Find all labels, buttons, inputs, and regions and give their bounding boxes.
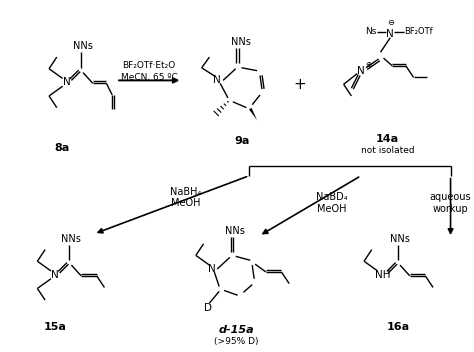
Text: NNs: NNs [390, 234, 410, 244]
Text: N: N [63, 77, 71, 87]
Text: NNs: NNs [62, 234, 82, 244]
Text: MeOH: MeOH [172, 198, 201, 208]
Text: (>95% D): (>95% D) [214, 338, 259, 346]
Text: NNs: NNs [73, 42, 93, 51]
Text: N: N [51, 270, 59, 280]
Text: NaBH₄: NaBH₄ [171, 187, 202, 197]
Text: MeCN, 65 ºC: MeCN, 65 ºC [121, 73, 178, 82]
Text: 16a: 16a [386, 322, 410, 332]
Text: 9a: 9a [235, 136, 250, 146]
Text: NaBD₄: NaBD₄ [316, 192, 348, 202]
Text: N: N [357, 66, 365, 76]
Text: d-15a: d-15a [219, 325, 255, 335]
Text: NH: NH [375, 270, 390, 280]
Text: ⊖: ⊖ [387, 18, 394, 26]
Text: workup: workup [433, 204, 468, 214]
Text: NNs: NNs [231, 37, 250, 48]
Text: MeOH: MeOH [317, 204, 346, 214]
Text: Ns: Ns [365, 27, 377, 36]
Text: N: N [208, 264, 215, 274]
Text: N: N [213, 75, 221, 86]
Text: 8a: 8a [54, 144, 69, 153]
Text: 15a: 15a [44, 322, 66, 332]
Text: +: + [293, 77, 306, 92]
Polygon shape [249, 108, 257, 120]
Text: N: N [386, 29, 394, 39]
Text: ⊕: ⊕ [366, 60, 372, 69]
Text: NNs: NNs [225, 226, 245, 236]
Text: BF₂OTf·Et₂O: BF₂OTf·Et₂O [123, 61, 176, 70]
Text: 14a: 14a [376, 134, 399, 144]
Text: not isolated: not isolated [361, 146, 414, 155]
Text: aqueous: aqueous [430, 192, 471, 202]
Text: BF₂OTf: BF₂OTf [404, 27, 432, 36]
Text: D: D [203, 303, 211, 313]
